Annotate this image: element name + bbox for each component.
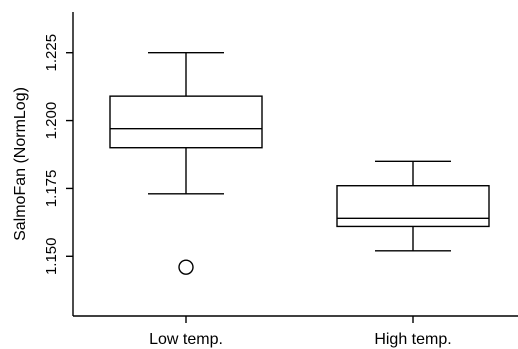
iqr-box	[109, 95, 263, 149]
x-category-label: Low temp.	[149, 331, 223, 348]
box-group	[109, 52, 263, 275]
axes	[72, 12, 518, 317]
x-category-labels: Low temp. High temp.	[149, 316, 452, 348]
y-tick-label: 1.200	[43, 102, 60, 140]
iqr-box	[336, 185, 490, 228]
y-tick-label: 1.225	[43, 34, 60, 72]
box-group	[336, 160, 490, 252]
box-series	[109, 52, 490, 275]
y-tick-label: 1.175	[43, 170, 60, 208]
y-axis-title: SalmoFan (NormLog)	[12, 87, 29, 241]
x-category-label: High temp.	[374, 331, 451, 348]
y-tick-label: 1.150	[43, 238, 60, 276]
y-ticks: 1.150 1.175 1.200 1.225	[43, 34, 73, 275]
outlier-point	[178, 259, 194, 275]
